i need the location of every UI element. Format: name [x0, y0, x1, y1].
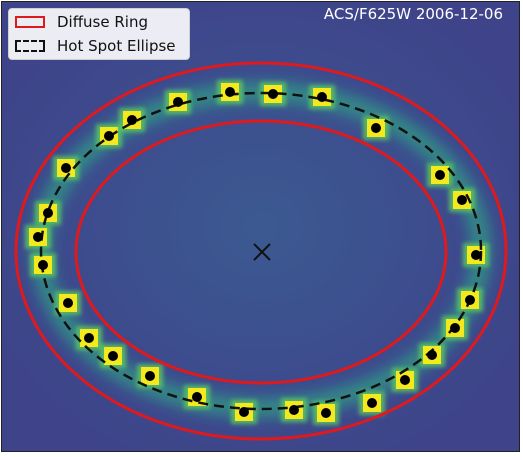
hot-spot-dot — [435, 170, 445, 180]
hot-spot-dot — [61, 163, 71, 173]
hot-spot-dot — [43, 208, 53, 218]
legend-entry-hot-spot: Hot Spot Ellipse — [15, 36, 176, 56]
legend-label-diffuse-ring: Diffuse Ring — [57, 13, 148, 31]
hot-spot-dot — [192, 392, 202, 402]
hot-spot-dot — [400, 375, 410, 385]
hot-spot-dot — [127, 115, 137, 125]
image-background — [2, 2, 520, 452]
hot-spot-dot — [427, 350, 437, 360]
hot-spot-dot — [367, 398, 377, 408]
hot-spot-dot — [457, 195, 467, 205]
hot-spot-dot — [268, 89, 278, 99]
observation-label: ACS/F625W 2006-12-06 — [323, 5, 503, 23]
hot-spot-ellipse — [39, 91, 483, 411]
hot-spot-dot — [145, 371, 155, 381]
legend-label-hot-spot: Hot Spot Ellipse — [57, 37, 176, 55]
hot-spot-dot — [289, 405, 299, 415]
hot-spot-dot — [239, 407, 249, 417]
hot-spot-dot — [465, 295, 475, 305]
x-cross-icon — [253, 243, 271, 261]
hot-spot-dot — [450, 323, 460, 333]
hot-spot-dot — [84, 333, 94, 343]
hot-spot-swatch — [15, 40, 45, 52]
hot-spot-dot — [371, 123, 381, 133]
hot-spot-dot — [471, 250, 481, 260]
hot-spot-dot — [173, 97, 183, 107]
hot-spot-dot — [38, 260, 48, 270]
hot-spot-dot — [225, 87, 235, 97]
diffuse-ring-swatch — [15, 16, 45, 28]
hot-spot-markers — [33, 87, 481, 418]
diffuse-ring-inner — [74, 119, 448, 385]
hot-spot-dot — [104, 131, 114, 141]
legend: Diffuse Ring Hot Spot Ellipse — [8, 8, 190, 60]
hot-spot-dot — [108, 351, 118, 361]
hot-spot-dot — [321, 408, 331, 418]
hot-spot-dot — [33, 232, 43, 242]
hot-spot-dot — [63, 298, 73, 308]
hot-spot-dot — [317, 92, 327, 102]
legend-entry-diffuse-ring: Diffuse Ring — [15, 12, 148, 32]
diffuse-ring-outer — [14, 61, 508, 441]
